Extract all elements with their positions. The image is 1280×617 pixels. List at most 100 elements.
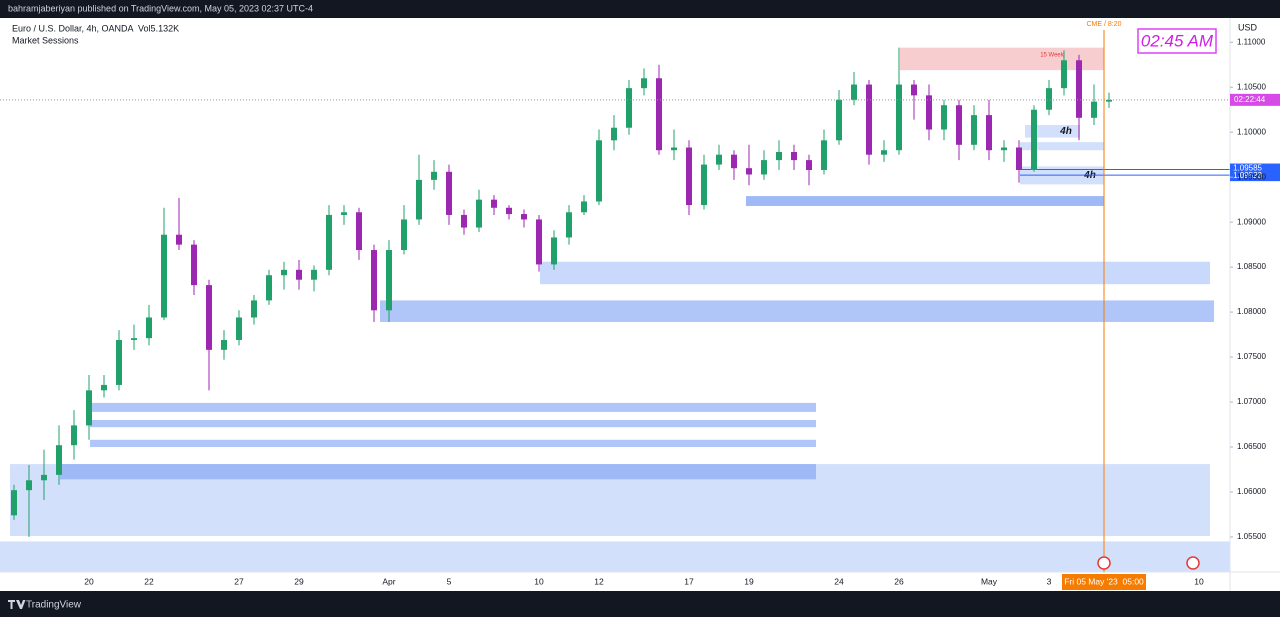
y-tick-label: 1.09500 (1237, 172, 1266, 181)
zone (90, 402, 816, 412)
candle-body (491, 199, 497, 208)
candle-body (926, 95, 932, 130)
candle-body (56, 445, 62, 475)
candle-body (251, 300, 257, 318)
x-tick-label: 12 (594, 576, 604, 586)
candle-body (941, 105, 947, 130)
session-icon (1186, 556, 1200, 570)
candle-body (41, 474, 47, 481)
candle-body (161, 234, 167, 318)
header-bar (0, 0, 1280, 18)
zone-label: 4h (1059, 126, 1072, 137)
footer-bar (0, 591, 1280, 617)
candle-body (176, 234, 182, 245)
candle-body (536, 219, 542, 265)
candle-body (236, 317, 242, 340)
candle-body (101, 384, 107, 391)
candle-body (881, 150, 887, 155)
candle-body (806, 160, 812, 170)
candle-body (716, 154, 722, 165)
candle-body (611, 127, 617, 141)
level-label: 1.09585 (1233, 164, 1262, 173)
candle-body (191, 244, 197, 286)
candle-body (701, 164, 707, 206)
candle-body (911, 84, 917, 96)
y-tick-label: 1.06500 (1237, 442, 1266, 451)
session-label: CME / 8:20 (1086, 21, 1121, 28)
zone (90, 420, 816, 428)
candle-body (986, 115, 992, 151)
zone-label: 15 Week (1040, 52, 1065, 58)
candle-body (416, 179, 422, 220)
y-tick-label: 1.08000 (1237, 307, 1266, 316)
x-tick-label: 10 (534, 576, 544, 586)
x-tick-label: 19 (744, 576, 754, 586)
candle-body (1016, 147, 1022, 170)
zone (90, 439, 816, 447)
x-tick-label: 10 (1194, 576, 1204, 586)
countdown-tag (1230, 93, 1280, 106)
y-tick-label: 1.11000 (1237, 37, 1266, 46)
candle-body (446, 171, 452, 215)
x-tick-label: 24 (834, 576, 844, 586)
candle-body (821, 140, 827, 170)
currency: USD (1238, 22, 1258, 32)
candle-body (971, 115, 977, 145)
x-tick-label: 27 (234, 576, 244, 586)
candle-body (566, 212, 572, 238)
zone (746, 196, 1104, 206)
candle-body (866, 84, 872, 155)
x-tick-label: 20 (84, 576, 94, 586)
x-tick-label: 17 (684, 576, 694, 586)
candle-body (356, 212, 362, 251)
candle-body (266, 275, 272, 301)
candle-body (131, 338, 137, 340)
zone (1025, 125, 1080, 138)
clock-box (1137, 28, 1217, 54)
candle-body (26, 480, 32, 491)
candle-body (626, 88, 632, 128)
zone (0, 541, 1230, 572)
candle-body (326, 214, 332, 270)
candle-body (1091, 101, 1097, 118)
y-tick-label: 1.08500 (1237, 262, 1266, 271)
candle-body (671, 147, 677, 151)
candle-body (401, 219, 407, 251)
candle-body (521, 214, 527, 220)
x-tick-label: Apr (382, 576, 395, 586)
zone (1020, 142, 1104, 151)
indicator-name: Market Sessions (12, 35, 79, 45)
candle-body (746, 168, 752, 175)
candle-body (1106, 99, 1112, 102)
x-tick-label: 5 (447, 576, 452, 586)
candle-body (86, 390, 92, 426)
y-tick-label: 1.10500 (1237, 82, 1266, 91)
candle-body (371, 250, 377, 311)
candle-body (1046, 88, 1052, 110)
x-tick-label: 22 (144, 576, 154, 586)
level-label: 1.09523 (1233, 171, 1262, 180)
candle-body (851, 84, 857, 100)
candle-body (686, 147, 692, 206)
level-tag (1230, 163, 1280, 174)
x-tick-label: 29 (294, 576, 304, 586)
candle-body (341, 212, 347, 215)
candle-body (761, 160, 767, 175)
candle-body (656, 78, 662, 151)
candle-body (1076, 60, 1082, 118)
countdown: 02:22:44 (1234, 95, 1266, 104)
x-tick-label: 26 (894, 576, 904, 586)
zone (60, 464, 816, 480)
candle-body (221, 339, 227, 350)
brand: TradingView (26, 600, 82, 611)
session-icon (1097, 556, 1111, 570)
y-tick-label: 1.07500 (1237, 352, 1266, 361)
candle-body (731, 154, 737, 169)
candle-body (551, 237, 557, 265)
candle-body (896, 84, 902, 151)
time-label-box (1062, 574, 1146, 590)
candle-body (596, 140, 602, 202)
